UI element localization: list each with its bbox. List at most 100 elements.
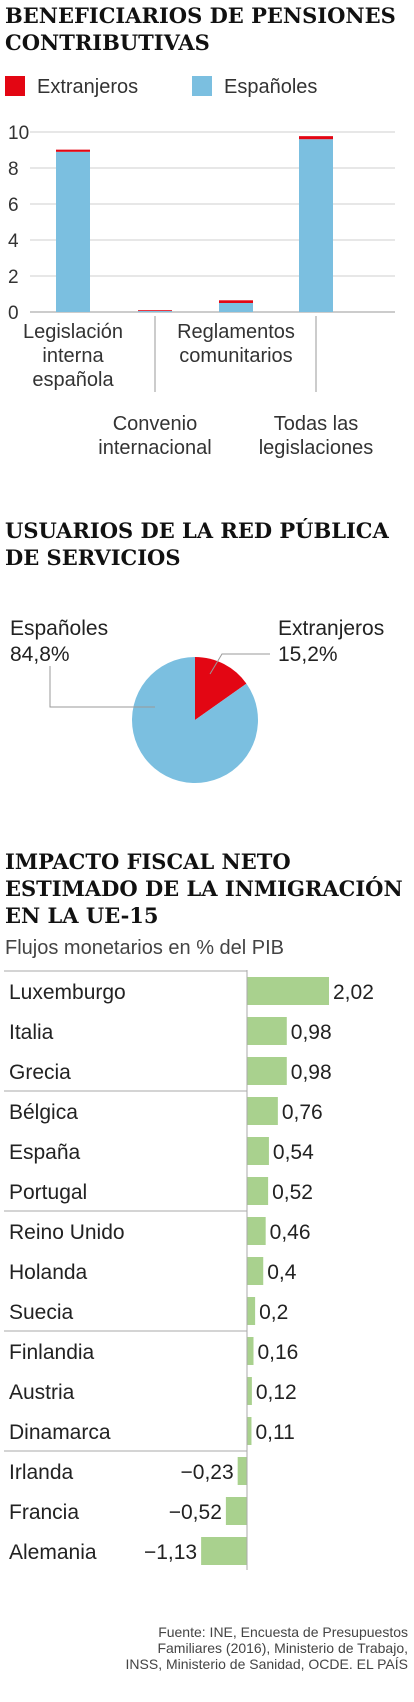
- fiscal-chart-title: IMPACTO FISCAL NETO ESTIMADO DE LA INMIG…: [5, 848, 410, 929]
- legend-label: Extranjeros: [37, 76, 139, 98]
- y-tick-label: 2: [8, 267, 19, 288]
- value-label: −0,23: [181, 1461, 234, 1484]
- pie-leader-espanoles: [49, 666, 155, 708]
- pie-label-name: Extranjeros: [278, 617, 385, 640]
- category-label: Austria: [9, 1381, 75, 1404]
- x-category-label: legislaciones: [259, 437, 374, 459]
- legend-swatch-espanoles: [192, 76, 212, 96]
- category-label: Francia: [9, 1501, 79, 1524]
- bar-extranjeros: [56, 149, 90, 152]
- source-line: Familiares (2016), Ministerio de Trabajo…: [157, 1640, 408, 1656]
- pensions-chart-title: BENEFICIARIOS DE PENSIONES CONTRIBUTIVAS: [5, 2, 410, 56]
- x-category-label: Reglamentos: [177, 321, 295, 343]
- bar-extranjeros: [219, 300, 253, 303]
- value-label: 0,4: [267, 1261, 297, 1284]
- pie-leader-extranjeros: [209, 653, 270, 675]
- category-label: Reino Unido: [9, 1221, 125, 1244]
- value-label: −0,52: [169, 1501, 222, 1524]
- services-chart-title: USUARIOS DE LA RED PÚBLICA DE SERVICIOS: [5, 517, 410, 571]
- legend-item-espanoles: Españoles: [192, 76, 317, 99]
- fiscal-bar: [247, 1177, 269, 1205]
- fiscal-bar: [247, 1097, 278, 1125]
- pie-label-name: Españoles: [10, 617, 109, 640]
- value-label: −1,13: [144, 1541, 197, 1564]
- fiscal-impact-bar-chart: Luxemburgo 2,02 Italia 0,98 Grecia 0,98 Bélgic…: [4, 970, 374, 1570]
- title-line: USUARIOS DE LA RED PÚBLICA: [5, 518, 389, 543]
- bar-españoles: [138, 310, 172, 312]
- fiscal-chart-subtitle: Flujos monetarios en % del PIB: [5, 937, 285, 959]
- source-note: Fuente: INE, Encuesta de Presupuestos Fa…: [8, 1624, 408, 1672]
- title-line: EN LA UE-15: [5, 903, 159, 928]
- fiscal-bar: [201, 1537, 247, 1565]
- x-category-label: Convenio: [113, 413, 198, 435]
- category-label: Italia: [9, 1021, 54, 1044]
- category-label: Grecia: [9, 1061, 71, 1084]
- category-label: Holanda: [9, 1261, 88, 1284]
- value-label: 0,11: [255, 1421, 294, 1444]
- y-tick-label: 10: [8, 123, 29, 144]
- category-label: Portugal: [9, 1181, 87, 1204]
- x-category-label: española: [32, 369, 114, 391]
- fiscal-bar: [247, 977, 330, 1005]
- bar-españoles: [219, 303, 253, 312]
- y-tick-label: 0: [8, 303, 19, 324]
- value-label: 0,98: [291, 1021, 332, 1044]
- fiscal-bar: [247, 1377, 252, 1405]
- value-label: 0,76: [282, 1101, 323, 1124]
- category-label: Finlandia: [9, 1341, 95, 1364]
- category-label: Alemania: [9, 1541, 97, 1564]
- category-label: Bélgica: [9, 1101, 78, 1124]
- y-tick-label: 6: [8, 195, 19, 216]
- value-label: 0,2: [259, 1301, 288, 1324]
- fiscal-bar: [247, 1017, 287, 1045]
- title-line: BENEFICIARIOS DE PENSIONES: [5, 3, 396, 28]
- fiscal-bar: [237, 1457, 247, 1485]
- services-pie-chart: [49, 653, 270, 783]
- bar-españoles: [299, 139, 333, 312]
- value-label: 0,16: [257, 1341, 298, 1364]
- fiscal-bar: [225, 1497, 247, 1525]
- legend-swatch-extranjeros: [5, 76, 25, 96]
- bar-extranjeros: [138, 310, 172, 311]
- title-line: DE SERVICIOS: [5, 545, 181, 570]
- x-category-label: interna: [42, 345, 104, 367]
- pie-slice-extranjeros: [195, 657, 247, 720]
- fiscal-bar: [247, 1337, 254, 1365]
- bar-extranjeros: [299, 136, 333, 140]
- legend-label: Españoles: [224, 76, 318, 98]
- pie-slice-españoles: [132, 657, 258, 783]
- title-line: CONTRIBUTIVAS: [5, 30, 210, 55]
- category-label: Luxemburgo: [9, 981, 126, 1004]
- category-label: Suecia: [9, 1301, 74, 1324]
- value-label: 0,54: [273, 1141, 314, 1164]
- pie-label-espanoles: Españoles 84,8%: [10, 616, 108, 668]
- pie-label-value: 84,8%: [10, 643, 70, 666]
- value-label: 0,12: [256, 1381, 297, 1404]
- x-category-label: comunitarios: [179, 345, 292, 367]
- x-category-label: internacional: [98, 437, 211, 459]
- fiscal-bar: [247, 1057, 287, 1085]
- fiscal-bar: [247, 1297, 256, 1325]
- x-category-label: Legislación: [23, 321, 123, 343]
- title-line: IMPACTO FISCAL NETO: [5, 849, 291, 874]
- legend-item-extranjeros: Extranjeros: [5, 76, 138, 99]
- title-line: ESTIMADO DE LA INMIGRACIÓN: [5, 876, 403, 901]
- y-tick-label: 4: [8, 231, 19, 252]
- pie-label-value: 15,2%: [278, 643, 338, 666]
- value-label: 0,52: [272, 1181, 313, 1204]
- fiscal-bar: [247, 1257, 264, 1285]
- value-label: 0,46: [270, 1221, 311, 1244]
- source-line: Fuente: INE, Encuesta de Presupuestos: [158, 1624, 408, 1640]
- fiscal-bar: [247, 1417, 252, 1445]
- x-category-label: Todas las: [274, 413, 359, 435]
- value-label: 2,02: [333, 981, 374, 1004]
- category-label: Irlanda: [9, 1461, 74, 1484]
- fiscal-bar: [247, 1137, 269, 1165]
- y-tick-label: 8: [8, 159, 19, 180]
- category-label: Dinamarca: [9, 1421, 111, 1444]
- fiscal-bar: [247, 1217, 266, 1245]
- pie-label-extranjeros: Extranjeros 15,2%: [278, 616, 384, 668]
- category-label: España: [9, 1141, 81, 1164]
- source-line: INSS, Ministerio de Sanidad, OCDE. EL PA…: [125, 1656, 408, 1672]
